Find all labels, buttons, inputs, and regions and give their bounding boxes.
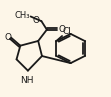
Text: O: O [32, 16, 39, 25]
Text: O: O [59, 25, 66, 34]
Text: NH: NH [21, 76, 34, 85]
Text: CH₃: CH₃ [14, 11, 30, 20]
Text: O: O [5, 33, 12, 42]
Text: Cl: Cl [63, 27, 72, 36]
